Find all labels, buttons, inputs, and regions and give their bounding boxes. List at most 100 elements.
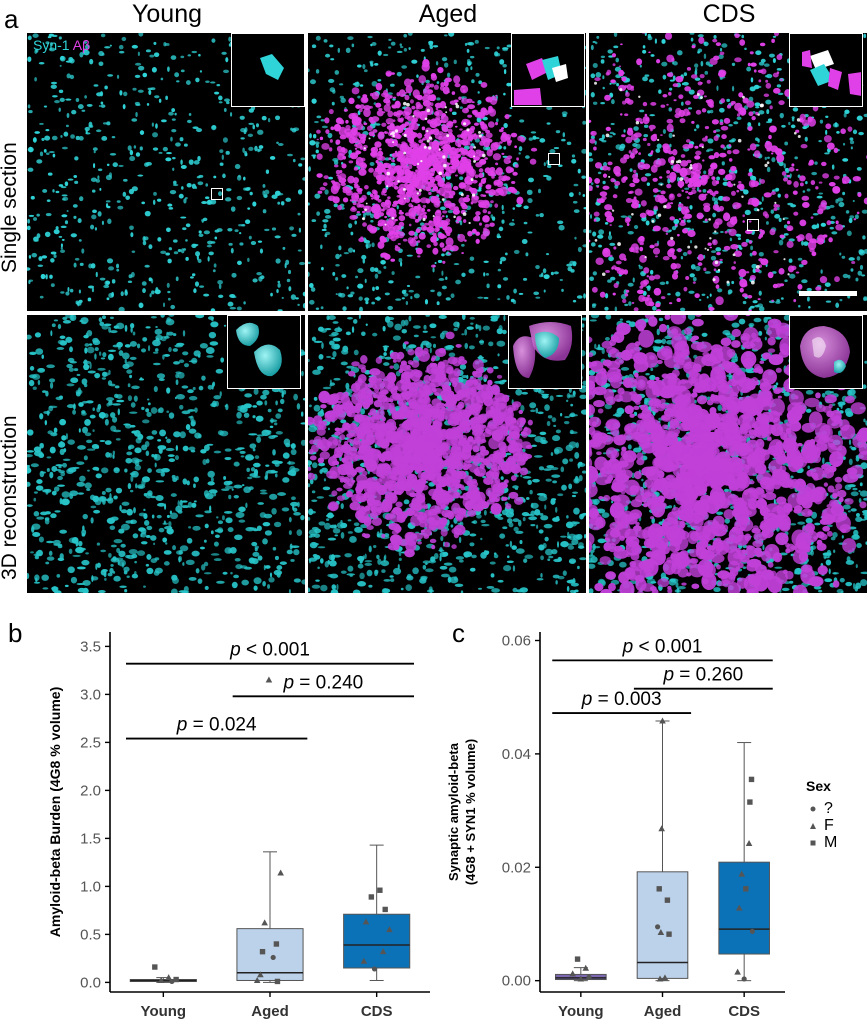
micrograph-young-single: Syn-1 Aβ [27, 33, 305, 311]
y-tick-label: 1.0 [80, 878, 101, 895]
legend-item: F [806, 817, 866, 834]
box-aged [236, 928, 304, 981]
sex-legend: Sex ? F M [806, 778, 866, 851]
data-point-unknown [371, 966, 378, 972]
column-title-aged: Aged [418, 0, 478, 28]
zoom-inset [508, 315, 582, 389]
y-axis-label: Synaptic amyloid-beta [446, 742, 461, 881]
y-tick-label: 1.5 [80, 830, 101, 847]
x-tick-label: Aged [251, 1003, 289, 1020]
data-point-unknown [169, 978, 175, 985]
chart-synaptic-amyloid: 0.00 0.02 0.04 0.06 Synaptic amyloid-beta (4G… [446, 632, 785, 1020]
data-point-female [738, 870, 746, 877]
data-point-unknown [586, 974, 592, 980]
legend-title: Sex [806, 778, 831, 794]
data-point-female [735, 904, 743, 911]
data-point-female [165, 974, 172, 981]
box-cds [718, 861, 770, 955]
legend-item: ? [806, 800, 866, 817]
data-point-male [747, 799, 753, 805]
y-tick-label: 2.0 [80, 782, 101, 799]
legend-triangle-icon [810, 822, 816, 829]
data-point-male [152, 964, 158, 970]
y-axis-label: Amyloid-beta Burden (4G8 % volume) [47, 687, 63, 937]
data-point-female [277, 869, 284, 876]
y-tick-label: 0.0 [80, 974, 101, 991]
legend-item: M [806, 834, 866, 851]
data-point-male [748, 776, 755, 783]
data-point-male [664, 897, 671, 903]
data-point-female [257, 971, 264, 978]
y-tick-label: 3.0 [80, 686, 101, 703]
data-point-female [661, 974, 669, 981]
x-tick-label: Young [141, 1003, 187, 1020]
y-tick-label: 0.02 [502, 859, 531, 876]
y-tick-label: 0.06 [502, 633, 531, 650]
p-value-label: p < 0.001 [622, 636, 703, 657]
p-value-label: p = 0.260 [662, 665, 743, 686]
y-tick-label: 0.04 [502, 746, 531, 763]
x-tick-label: Young [558, 1003, 604, 1020]
data-point-unknown [270, 954, 276, 961]
row-label-3d-reconstruction: 3D reconstruction [0, 415, 21, 580]
x-tick-label: CDS [361, 1003, 393, 1020]
stain-label-syn1: Syn-1 [33, 37, 70, 53]
data-point-female [157, 976, 165, 983]
micrograph-cds-single [589, 33, 867, 311]
y-axis-label: (4G8 + SYN1 % volume) [463, 739, 478, 885]
panel-c-letter: c [452, 618, 465, 648]
legend-square-icon [810, 840, 816, 845]
data-point-female [569, 970, 576, 977]
y-tick-label: 0.00 [502, 973, 531, 990]
data-point-male [273, 941, 280, 947]
row-label-single-section: Single section [0, 142, 21, 273]
data-point-female [734, 968, 741, 975]
data-point-unknown [749, 928, 755, 934]
roi-box [548, 153, 560, 165]
roi-box [747, 219, 759, 231]
data-point-female [360, 957, 368, 964]
scale-bar [799, 291, 857, 296]
data-point-male [743, 886, 749, 892]
y-tick-label: 2.5 [80, 734, 101, 751]
data-point-male [274, 978, 281, 985]
micrograph-young-3d [27, 315, 305, 593]
data-point-female [379, 948, 387, 955]
data-point-female [362, 918, 370, 925]
data-point-unknown [741, 976, 747, 982]
data-point-male [377, 887, 383, 893]
stain-label: Syn-1 Aβ [33, 37, 90, 53]
x-tick-label: CDS [728, 1003, 760, 1020]
data-point-male [259, 948, 266, 955]
data-point-female [659, 717, 666, 724]
data-point-male [382, 906, 388, 913]
data-point-male [173, 976, 179, 983]
p-value-label: p = 0.240 [282, 672, 363, 693]
zoom-inset [511, 33, 585, 107]
data-point-male [656, 886, 662, 892]
data-point-female [577, 975, 585, 982]
data-point-female [745, 839, 753, 846]
micrograph-aged-3d [308, 315, 586, 593]
column-title-cds: CDS [702, 0, 756, 28]
data-point-male [574, 956, 581, 962]
legend-circle-icon [810, 806, 816, 811]
panel-b-letter: b [8, 618, 23, 648]
stain-label-abeta: Aβ [72, 37, 91, 53]
zoom-inset [231, 33, 305, 107]
x-tick-label: Aged [644, 1003, 682, 1020]
data-point-female [656, 975, 664, 982]
micrograph-aged-single [308, 33, 586, 311]
y-tick-label: 0.5 [80, 926, 101, 943]
data-point-female [658, 825, 665, 832]
chart-amyloid-burden: 0.0 0.5 1.0 1.5 2.0 2.5 3.0 3.5 Amyloid-beta Bur… [47, 632, 430, 1020]
legend-label: F [824, 816, 834, 834]
p-value-label: p < 0.001 [229, 640, 310, 661]
y-tick-label: 3.5 [80, 638, 101, 655]
box-aged [636, 871, 689, 979]
legend-label: ? [824, 799, 833, 817]
roi-box [211, 188, 223, 200]
data-point-male [368, 894, 375, 900]
zoom-inset [789, 33, 863, 107]
micrograph-cds-3d [589, 315, 867, 593]
